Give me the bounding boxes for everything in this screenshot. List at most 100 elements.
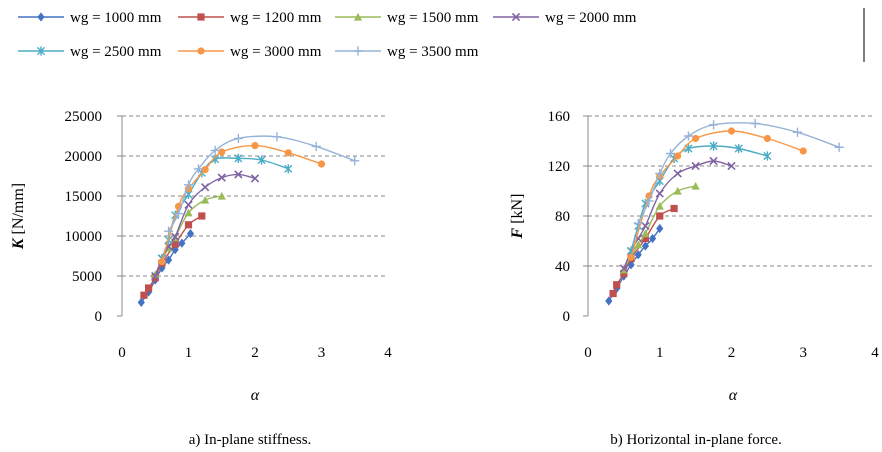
legend-item: wg = 3500 mm bbox=[335, 44, 479, 60]
data-point bbox=[217, 191, 226, 200]
y-axis-unit: [kN] bbox=[509, 194, 526, 228]
data-point bbox=[670, 204, 678, 213]
y-tick-label: 0 bbox=[563, 309, 571, 325]
legend-label: wg = 2500 mm bbox=[70, 44, 162, 60]
x-tick-label: 0 bbox=[584, 345, 592, 361]
caption-b: b) Horizontal in-plane force. bbox=[610, 432, 782, 448]
y-axis-symbol: F bbox=[509, 227, 526, 239]
data-point bbox=[609, 289, 617, 298]
caption-a: a) In-plane stiffness. bbox=[189, 432, 312, 448]
data-point bbox=[763, 134, 771, 143]
gridlines bbox=[588, 115, 875, 267]
data-point bbox=[250, 174, 260, 183]
legend-item: wg = 3000 mm bbox=[178, 44, 322, 60]
legend-marker bbox=[353, 12, 363, 21]
data-point bbox=[164, 255, 173, 265]
data-point bbox=[619, 264, 629, 273]
data-point bbox=[201, 166, 209, 174]
data-point bbox=[734, 143, 743, 154]
series-line bbox=[167, 135, 356, 232]
series bbox=[163, 132, 360, 236]
data-point bbox=[692, 134, 700, 143]
data-point bbox=[163, 226, 174, 236]
x-tick-label: 4 bbox=[384, 345, 392, 361]
data-point bbox=[184, 221, 193, 229]
series bbox=[633, 118, 844, 229]
series-line bbox=[630, 130, 804, 258]
data-point bbox=[633, 218, 643, 229]
data-point bbox=[709, 141, 718, 151]
data-point bbox=[217, 173, 226, 182]
data-point bbox=[171, 240, 179, 248]
y-axis-title: F [kN] bbox=[509, 194, 526, 240]
data-point bbox=[656, 212, 664, 220]
data-point bbox=[251, 142, 259, 150]
data-point bbox=[673, 169, 682, 178]
data-point bbox=[627, 253, 635, 261]
x-tick-label: 3 bbox=[318, 345, 326, 361]
data-point bbox=[641, 234, 649, 243]
data-point bbox=[284, 149, 292, 157]
series-line bbox=[637, 122, 840, 224]
data-point bbox=[648, 233, 657, 244]
data-point bbox=[656, 223, 664, 234]
data-point bbox=[763, 151, 772, 161]
x-tick-label: 2 bbox=[728, 345, 736, 361]
legend-label: wg = 1000 mm bbox=[70, 10, 162, 26]
data-point bbox=[655, 201, 664, 210]
legend-item: wg = 1500 mm bbox=[335, 10, 479, 26]
data-point bbox=[198, 212, 206, 220]
data-point bbox=[234, 153, 243, 163]
series-line bbox=[612, 207, 675, 294]
data-point bbox=[727, 161, 736, 171]
legend-marker bbox=[353, 46, 363, 56]
x-tick-label: 1 bbox=[656, 345, 664, 361]
data-point bbox=[183, 180, 194, 190]
data-point bbox=[674, 152, 682, 160]
legend-marker bbox=[37, 12, 45, 22]
data-point bbox=[641, 229, 650, 238]
series-line bbox=[161, 144, 322, 262]
y-tick-label: 160 bbox=[548, 109, 571, 125]
y-tick-label: 120 bbox=[548, 159, 571, 175]
legend-marker bbox=[197, 47, 205, 55]
data-point bbox=[200, 183, 210, 192]
data-point bbox=[613, 281, 621, 289]
data-point bbox=[184, 208, 193, 217]
data-point bbox=[665, 148, 676, 159]
data-point bbox=[634, 240, 643, 249]
data-point bbox=[673, 186, 682, 195]
data-point bbox=[317, 160, 326, 168]
data-point bbox=[140, 291, 148, 299]
data-point bbox=[605, 296, 613, 306]
data-point bbox=[620, 269, 628, 278]
y-axis-symbol: K bbox=[10, 237, 27, 250]
legend-item: wg = 1000 mm bbox=[18, 10, 162, 26]
data-point bbox=[186, 229, 195, 239]
data-point bbox=[178, 238, 186, 248]
data-point bbox=[158, 258, 166, 266]
data-point bbox=[233, 133, 243, 143]
data-point bbox=[641, 241, 649, 251]
data-point bbox=[641, 221, 650, 231]
data-point bbox=[350, 156, 360, 166]
data-point bbox=[201, 195, 210, 204]
data-point bbox=[691, 181, 700, 190]
legend-marker bbox=[511, 12, 521, 22]
data-point bbox=[284, 164, 293, 174]
data-point bbox=[750, 118, 760, 129]
data-point bbox=[257, 155, 266, 165]
data-point bbox=[834, 142, 844, 152]
data-point bbox=[691, 161, 700, 171]
data-point bbox=[311, 141, 321, 151]
data-point bbox=[683, 131, 694, 141]
data-point bbox=[272, 132, 282, 142]
y-tick-label: 15000 bbox=[65, 189, 103, 205]
y-axis-unit: [N/mm] bbox=[10, 183, 27, 239]
data-point bbox=[173, 209, 184, 219]
legend-label: wg = 3500 mm bbox=[387, 44, 479, 60]
y-tick-label: 10000 bbox=[65, 229, 103, 245]
x-axis-title: α bbox=[729, 387, 738, 404]
data-point bbox=[644, 196, 654, 206]
data-point bbox=[137, 297, 145, 307]
